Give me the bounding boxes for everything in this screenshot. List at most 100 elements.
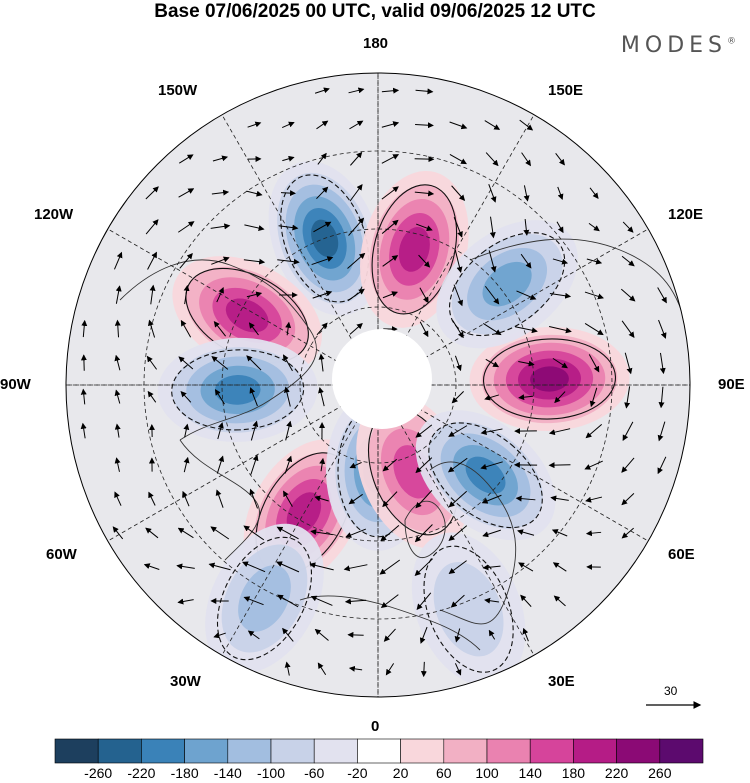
- colorbar-swatch: [659, 738, 704, 764]
- wind-arrow-icon: [485, 358, 500, 368]
- wind-arrow-icon: [216, 455, 225, 474]
- wind-arrow-icon: [415, 223, 433, 231]
- anomaly-contour: [214, 375, 261, 405]
- wind-arrow-icon: [518, 394, 533, 401]
- wind-arrow-icon: [658, 319, 667, 339]
- meridian: [217, 394, 373, 663]
- wind-arrow-icon: [318, 386, 325, 407]
- colorbar-swatch: [529, 738, 574, 764]
- colorbar-swatch: [227, 738, 272, 764]
- wind-arrow-icon: [208, 562, 231, 571]
- wind-arrow-icon: [448, 525, 468, 541]
- wind-arrow-icon: [523, 219, 530, 236]
- wind-arrow-icon: [177, 598, 194, 605]
- wind-arrow-icon: [589, 387, 598, 408]
- wind-arrow-icon: [552, 562, 567, 572]
- reference-vector-label: 30: [664, 684, 678, 698]
- lon-label-90w: 90W: [0, 376, 31, 393]
- anomaly-low-atlantic-south: [205, 523, 324, 674]
- wind-arrow-icon: [280, 190, 297, 197]
- wind-arrow-icon: [217, 422, 224, 440]
- wind-arrow-icon: [519, 119, 534, 131]
- colorbar-swatch: [184, 738, 229, 764]
- colorbar-swatch: [400, 738, 445, 764]
- wind-arrow-icon: [347, 252, 366, 269]
- wind-arrow-icon: [242, 561, 266, 573]
- wind-arrow-icon: [149, 284, 156, 305]
- wind-arrow-icon: [148, 491, 156, 506]
- contour-line: [428, 422, 543, 529]
- wind-arrow-icon: [419, 626, 428, 644]
- colorbar-swatch: [141, 738, 185, 764]
- wind-arrow-icon: [415, 88, 434, 95]
- wind-arrow-icon: [448, 560, 467, 574]
- wind-arrow-icon: [518, 562, 534, 572]
- wind-arrow-icon: [488, 629, 496, 640]
- wind-arrow-icon: [523, 185, 530, 202]
- wind-arrow-icon: [381, 87, 400, 94]
- lon-label-120e: 120E: [668, 206, 704, 223]
- meridian: [217, 107, 373, 376]
- wind-arrow-icon: [589, 187, 599, 199]
- coastline: [404, 500, 446, 558]
- wind-arrow-icon: [554, 391, 566, 404]
- wind-arrow-icon: [480, 461, 503, 470]
- wind-arrow-icon: [552, 258, 569, 265]
- wind-arrow-icon: [178, 221, 195, 233]
- wind-arrow-icon: [382, 255, 399, 267]
- wind-arrow-icon: [418, 254, 431, 268]
- wind-arrow-icon: [212, 155, 229, 162]
- colorbar-swatch: [313, 738, 358, 764]
- wind-arrow-icon: [310, 529, 333, 536]
- wind-arrow-icon: [483, 323, 502, 336]
- wind-arrow-icon: [178, 356, 194, 370]
- wind-arrow-icon: [112, 526, 124, 540]
- brand-name: MODES: [620, 33, 727, 58]
- wind-arrow-icon: [114, 319, 121, 338]
- contour-line: [171, 349, 305, 431]
- wind-arrow-icon: [347, 631, 364, 638]
- colorbar-swatch: [616, 738, 661, 764]
- wind-arrow-icon: [520, 594, 532, 607]
- wind-arrow-icon: [114, 251, 123, 270]
- wind-arrow-icon: [243, 525, 265, 541]
- wind-arrow-icon: [284, 455, 293, 474]
- wind-arrow-icon: [480, 428, 503, 436]
- wind-arrow-icon: [414, 190, 435, 197]
- wind-arrow-icon: [80, 422, 87, 439]
- wind-arrow-icon: [517, 529, 535, 536]
- wind-arrow-icon: [451, 185, 466, 201]
- wind-arrow-icon: [488, 250, 497, 273]
- wind-arrow-icon: [316, 322, 328, 336]
- colorbar-tick-label: -220: [127, 765, 156, 781]
- wind-arrow-icon: [415, 424, 433, 438]
- lon-label-30w: 30W: [170, 673, 201, 690]
- wind-arrow-icon: [548, 462, 571, 469]
- wind-arrow-icon: [213, 321, 226, 337]
- wind-arrow-icon: [620, 288, 636, 302]
- wind-arrow-icon: [313, 221, 332, 233]
- wind-arrow-icon: [657, 421, 666, 442]
- coastline: [119, 259, 317, 441]
- colorbar: [54, 738, 704, 764]
- lon-label-180: 180: [363, 35, 389, 52]
- wind-arrow-icon: [246, 291, 263, 298]
- wind-arrow-icon: [488, 184, 497, 203]
- colorbar-tick-label: -260: [84, 765, 113, 781]
- wind-arrow-icon: [557, 186, 564, 201]
- wind-arrow-icon: [381, 154, 400, 164]
- wind-arrow-icon: [213, 632, 226, 639]
- wind-arrow-icon: [452, 320, 464, 339]
- wind-arrow-icon: [248, 322, 259, 336]
- wind-arrow-icon: [520, 253, 532, 269]
- wind-arrow-icon: [379, 559, 401, 575]
- wind-arrow-icon: [247, 630, 260, 640]
- lon-label-60e: 60E: [668, 546, 695, 563]
- wind-arrow-icon: [419, 321, 429, 338]
- chart-title: Base 07/06/2025 00 UTC, valid 09/06/2025…: [154, 1, 596, 22]
- contour-line: [280, 174, 370, 303]
- wind-arrow-icon: [522, 627, 529, 642]
- wind-arrow-icon: [451, 391, 465, 404]
- wind-arrow-icon: [382, 491, 398, 508]
- wind-arrow-icon: [621, 493, 635, 506]
